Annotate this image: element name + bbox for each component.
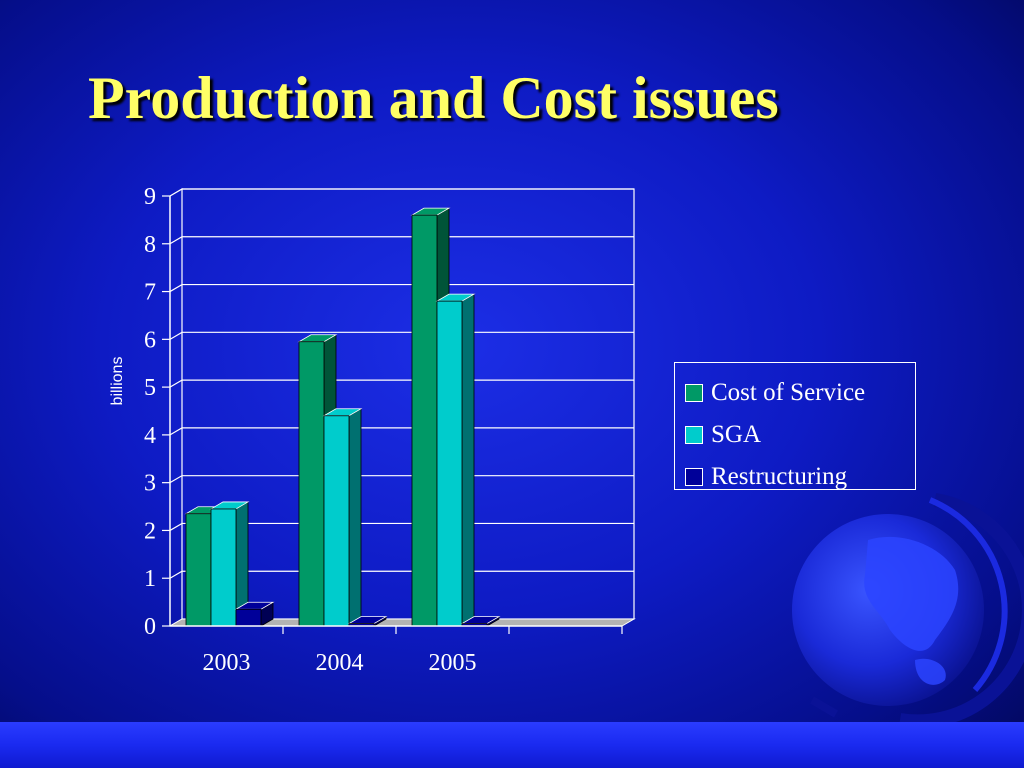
legend-item: SGA (685, 414, 915, 456)
gridline (169, 188, 634, 197)
gridline (169, 331, 634, 340)
slide-title: Production and Cost issues (88, 65, 779, 131)
legend-item: Cost of Service (685, 372, 915, 414)
legend-item: Restructuring (685, 456, 915, 498)
bar-side (348, 408, 362, 627)
legend-label: Cost of Service (711, 379, 866, 406)
x-tick-label: 2005 (429, 650, 477, 676)
y-tick-label: 5 (144, 375, 156, 401)
legend-label: SGA (711, 421, 762, 448)
bar-front (411, 214, 438, 627)
gridline (169, 379, 634, 388)
y-tick-label: 8 (144, 232, 156, 258)
bar-restructuring-2003 (234, 601, 275, 627)
bar-sga-2003 (209, 501, 250, 627)
bar-restructuring-2005 (460, 615, 501, 627)
legend-swatch (685, 384, 703, 402)
bottom-band (0, 722, 1024, 768)
y-tick-label: 9 (144, 184, 156, 210)
x-tick-label: 2003 (203, 650, 251, 676)
bar-front (436, 300, 463, 627)
bar-front (235, 608, 262, 627)
y-tick-label: 1 (144, 566, 156, 592)
y-tick-label: 4 (144, 423, 156, 449)
gridline (169, 283, 634, 293)
bar-front (185, 513, 212, 627)
gridline (169, 570, 634, 579)
bar-side (461, 293, 475, 627)
legend-swatch (685, 468, 703, 486)
plot-back-wall (181, 188, 635, 620)
bar-front (323, 415, 350, 627)
y-tick-label: 0 (144, 614, 156, 640)
legend-swatch (685, 426, 703, 444)
x-tick-label: 2004 (316, 650, 364, 676)
y-tick-label: 7 (144, 280, 156, 306)
plot-side-wall (169, 188, 183, 627)
gridline (169, 427, 634, 436)
legend-label: Restructuring (711, 463, 848, 490)
y-tick-label: 6 (144, 327, 156, 353)
y-tick-label: 2 (144, 518, 156, 544)
bar-front (210, 508, 237, 627)
bar-sga-2004 (322, 408, 363, 627)
gridline (169, 236, 634, 245)
gridline (169, 475, 634, 484)
bar-restructuring-2004 (347, 615, 388, 627)
y-axis-title: billions (109, 357, 126, 406)
bar-sga-2005 (435, 293, 476, 627)
bar-front (298, 341, 325, 627)
y-tick-label: 3 (144, 471, 156, 497)
gridline (169, 522, 634, 531)
chart-legend: Cost of Service SGA Restructuring (674, 362, 916, 490)
